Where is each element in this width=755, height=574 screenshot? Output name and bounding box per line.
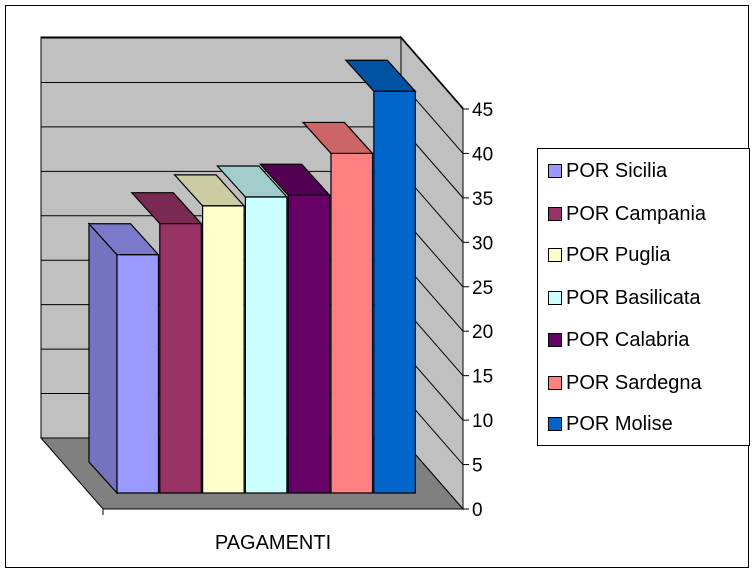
y-tick-label: 5: [472, 456, 483, 477]
y-tick-label: 0: [472, 500, 483, 521]
y-tick-label: 15: [472, 367, 493, 388]
legend-item-por-sardegna: POR Sardegna: [548, 369, 702, 397]
legend-label-3: POR Basilicata: [566, 286, 701, 309]
legend-swatch-3: [548, 291, 562, 305]
legend-label-2: POR Puglia: [566, 243, 671, 266]
bar-por-sicilia: [87, 222, 160, 495]
bar-front-face: [116, 254, 160, 494]
legend-label-4: POR Calabria: [566, 328, 690, 351]
legend-swatch-1: [548, 207, 562, 221]
legend-item-por-puglia: POR Puglia: [548, 241, 671, 269]
legend-label-5: POR Sardegna: [566, 371, 702, 394]
legend-swatch-2: [548, 248, 562, 262]
bar-por-calabria: [258, 163, 332, 494]
y-tick-label: 20: [472, 322, 493, 343]
y-tick-label: 35: [472, 189, 493, 210]
gridline-side: [400, 37, 464, 110]
legend-label-1: POR Campania: [566, 202, 707, 225]
y-tick-label: 25: [472, 278, 493, 299]
legend-item-por-campania: POR Campania: [548, 200, 706, 228]
legend-swatch-6: [548, 417, 562, 431]
bar-por-molise: [344, 59, 417, 494]
legend-item-por-molise: POR Molise: [548, 410, 673, 438]
bar-front-face: [373, 90, 416, 494]
legend-swatch-4: [548, 333, 562, 347]
y-tick-label: 30: [472, 233, 493, 254]
bar-por-campania: [130, 192, 203, 494]
x-category-label: PAGAMENTI: [215, 532, 331, 554]
legend-label-6: POR Molise: [566, 412, 673, 435]
y-tick-label: 45: [472, 100, 493, 121]
chart-frame: 0 5 10 15 20 25 30 35 40 45 PAGAMENTI: [5, 5, 749, 568]
legend-item-por-sicilia: POR Sicilia: [548, 157, 667, 185]
legend-item-por-calabria: POR Calabria: [548, 326, 689, 354]
bar-side-face: [88, 222, 118, 495]
y-tick-label: 10: [472, 411, 493, 432]
bar-por-sardegna: [301, 121, 374, 494]
bar-front-face: [202, 205, 245, 494]
bar-front-face: [244, 196, 288, 494]
bar-front-face: [287, 194, 331, 494]
legend-swatch-0: [548, 164, 562, 178]
chart-plot: 0 5 10 15 20 25 30 35 40 45 PAGAMENTI: [39, 35, 493, 554]
y-tick-label: 40: [472, 144, 493, 165]
chart-legend: POR Sicilia POR Campania POR Puglia POR …: [537, 148, 750, 446]
legend-swatch-5: [548, 376, 562, 390]
legend-item-por-basilicata: POR Basilicata: [548, 284, 701, 312]
legend-label-0: POR Sicilia: [566, 159, 668, 182]
bar-front-face: [330, 152, 374, 494]
bar-por-basilicata: [216, 165, 289, 494]
bar-por-puglia: [173, 174, 246, 494]
bar-front-face: [159, 223, 202, 494]
